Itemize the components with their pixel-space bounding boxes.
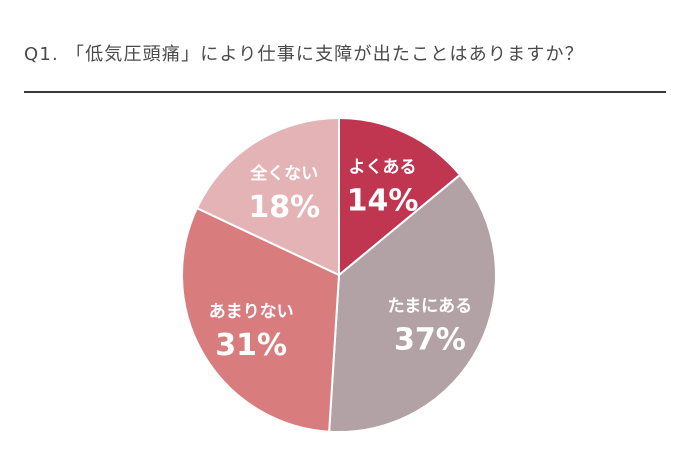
pie-slice	[181, 206, 341, 433]
slice-label: よくある	[349, 158, 417, 178]
pie-slice	[195, 116, 340, 277]
chart-title: Q1. 「低気圧頭痛」により仕事に支障が出たことはありますか？	[24, 44, 584, 65]
slice-value: 37%	[394, 322, 466, 357]
slice-label: 全くない	[249, 163, 318, 184]
slice-value: 31%	[215, 328, 287, 363]
slice-label: たまにある	[388, 296, 473, 316]
pie-slice	[328, 173, 497, 433]
title-divider	[24, 91, 666, 93]
slice-value: 14%	[347, 184, 419, 219]
pie-slice	[338, 116, 462, 278]
slice-label: あまりない	[209, 302, 294, 322]
slice-value: 18%	[248, 190, 320, 225]
